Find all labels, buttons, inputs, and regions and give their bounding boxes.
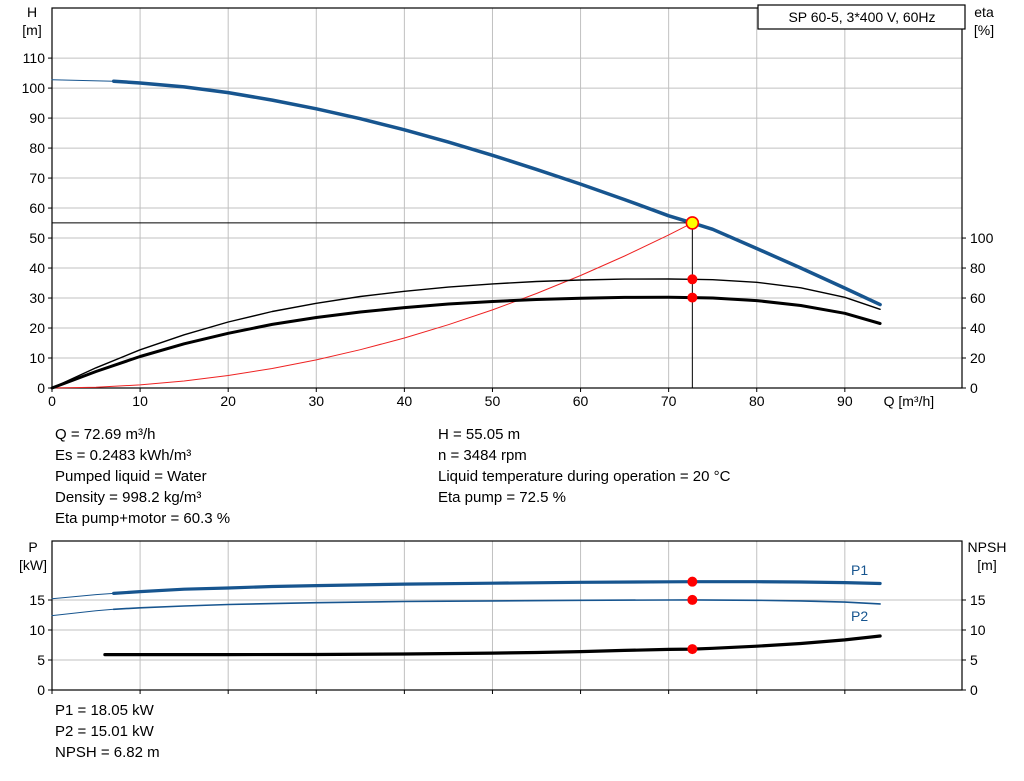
eta-pump-marker (687, 274, 698, 285)
y-left-tick-label: 10 (29, 622, 45, 638)
y-right-tick-label: 15 (970, 592, 986, 608)
y-left-tick-label: 15 (29, 592, 45, 608)
duty-point-marker[interactable] (685, 216, 700, 230)
info-line: Density = 998.2 kg/m³ (55, 489, 202, 506)
y-right-tick-label: 40 (970, 320, 986, 336)
info-line: Liquid temperature during operation = 20… (438, 468, 731, 485)
info-line: n = 3484 rpm (438, 447, 527, 464)
y-left-tick-label: 40 (29, 260, 45, 276)
npsh-curve (103, 634, 882, 657)
p1-curve (51, 592, 115, 600)
axis-label-line: [m] (977, 557, 997, 573)
axis-label-line: P (28, 539, 38, 555)
pump-title-box (757, 4, 966, 30)
y-left-tick-label: 20 (29, 320, 45, 336)
plot-border (51, 7, 963, 389)
info-line: H = 55.05 m (438, 426, 521, 443)
y-right-tick-label: 5 (970, 652, 978, 668)
x-tick-label: 20 (220, 393, 236, 409)
x-tick-label: 0 (48, 393, 56, 409)
plot-border (51, 540, 963, 691)
info-line: Pumped liquid = Water (55, 468, 207, 485)
axis-label-line: [m] (22, 22, 42, 38)
p1-curve-label: P1 (851, 562, 868, 578)
info-line: Eta pump+motor = 60.3 % (55, 510, 231, 527)
x-tick-label: 10 (132, 393, 148, 409)
axis-label-line: H (26, 4, 38, 20)
hq-curve (111, 79, 882, 307)
y-left-tick-label: 0 (37, 380, 45, 396)
axis-label-line: eta (974, 4, 994, 20)
p2-curve (51, 608, 115, 617)
duty-info-left: Q = 72.69 m³/h Es = 0.2483 kWh/m³ Pumped… (55, 424, 230, 529)
info-line: NPSH = 6.82 m (55, 744, 160, 761)
y-left-tick-label: 0 (37, 682, 45, 698)
eta-pump-motor-marker (687, 292, 698, 303)
x-tick-label: 30 (308, 393, 324, 409)
system-curve (51, 222, 693, 389)
p1-marker (687, 576, 698, 587)
hq-eta-chart[interactable]: 0 10 20 30 40 50 60 70 80 90 100 110 0 20 40 60 80 100 0 10… (0, 0, 1024, 420)
y-left-tick-label: 5 (37, 652, 45, 668)
x-tick-label: 40 (397, 393, 413, 409)
axis-label-line: NPSH (967, 539, 1007, 555)
x-tick-label: 80 (749, 393, 765, 409)
npsh-axis-label: NPSH [m] (960, 538, 1014, 574)
axis-label-line: [%] (973, 22, 995, 38)
hq-curve (51, 79, 115, 82)
y-left-tick-label: 90 (29, 110, 45, 126)
info-line: P2 = 15.01 kW (55, 723, 154, 740)
y-right-tick-label: 10 (970, 622, 986, 638)
info-line: Eta pump = 72.5 % (438, 489, 566, 506)
duty-info-right: H = 55.05 m n = 3484 rpm Liquid temperat… (438, 424, 730, 508)
y-right-tick-label: 20 (970, 350, 986, 366)
h-axis-label: H [m] (14, 3, 50, 39)
npsh-marker (687, 644, 698, 655)
power-npsh-chart: 0 5 10 15 0 5 10 15 P1 P2 (29, 540, 986, 698)
y-right-tick-label: 60 (970, 290, 986, 306)
y-right-tick-label: 0 (970, 380, 978, 396)
y-right-tick-label: 80 (970, 260, 986, 276)
y-right-tick-label: 0 (970, 682, 978, 698)
axis-label-line: [kW] (19, 557, 47, 573)
info-line: P1 = 18.05 kW (55, 702, 154, 719)
p2-marker (687, 594, 698, 605)
pump-title: SP 60-5, 3*400 V, 60Hz (788, 9, 935, 25)
y-left-tick-label: 80 (29, 140, 45, 156)
x-tick-label: 50 (485, 393, 501, 409)
y-left-tick-label: 100 (22, 80, 46, 96)
x-tick-label: 60 (573, 393, 589, 409)
p2-curve-label: P2 (851, 608, 868, 624)
y-left-tick-label: 70 (29, 170, 45, 186)
p1-curve (112, 580, 882, 596)
p-axis-label: P [kW] (13, 538, 53, 574)
y-left-tick-label: 110 (23, 50, 46, 66)
y-left-tick-label: 60 (29, 200, 45, 216)
y-left-tick-label: 30 (29, 290, 45, 306)
info-line: Es = 0.2483 kWh/m³ (55, 447, 192, 464)
y-left-tick-label: 50 (29, 230, 45, 246)
power-info-block: P1 = 18.05 kW P2 = 15.01 kW NPSH = 6.82 … (55, 700, 160, 763)
x-tick-label: 90 (837, 393, 853, 409)
eta-axis-label: eta [%] (962, 3, 1006, 39)
eta-pump-curve (51, 278, 881, 389)
y-right-tick-label: 100 (970, 230, 994, 246)
x-tick-label: 70 (661, 393, 677, 409)
y-left-tick-label: 10 (29, 350, 45, 366)
x-axis-label: Q [m³/h] (884, 393, 935, 409)
eta-pump-motor-curve (50, 295, 882, 390)
p2-curve (112, 599, 881, 611)
info-line: Q = 72.69 m³/h (55, 426, 156, 443)
